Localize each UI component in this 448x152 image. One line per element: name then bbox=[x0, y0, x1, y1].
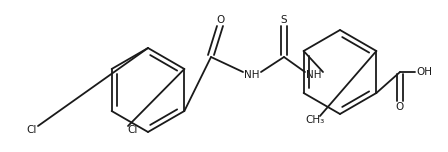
Text: O: O bbox=[216, 15, 224, 25]
Text: Cl: Cl bbox=[128, 125, 138, 135]
Text: NH: NH bbox=[306, 70, 322, 80]
Text: S: S bbox=[281, 15, 287, 25]
Text: CH₃: CH₃ bbox=[306, 115, 325, 125]
Text: NH: NH bbox=[244, 70, 260, 80]
Text: O: O bbox=[396, 102, 404, 112]
Text: OH: OH bbox=[416, 67, 432, 77]
Text: Cl: Cl bbox=[27, 125, 37, 135]
